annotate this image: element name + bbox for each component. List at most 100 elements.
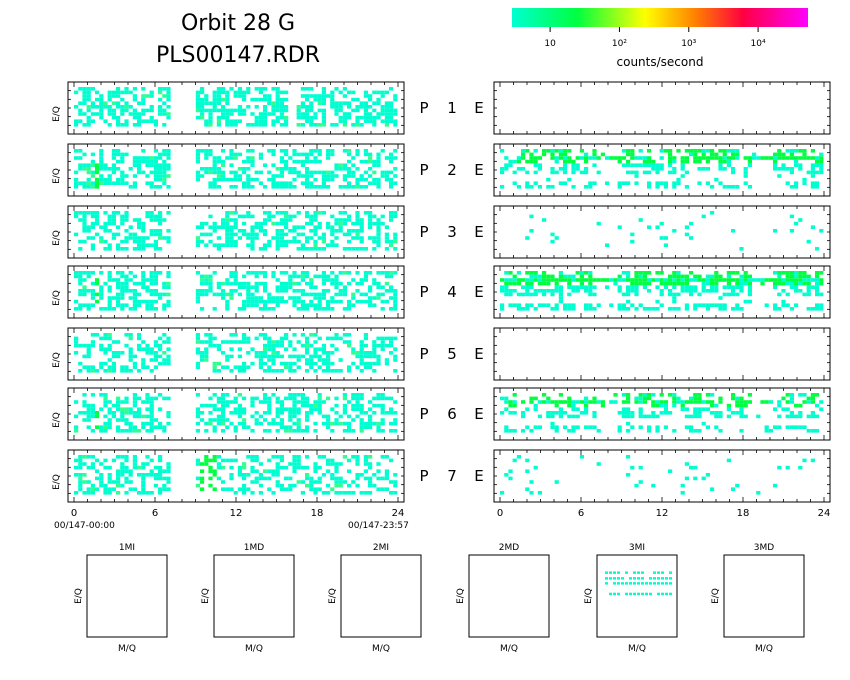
spectrogram-cell xyxy=(158,247,163,251)
spectrogram-cell xyxy=(74,177,79,182)
colorbar-tick-label: 10⁴ xyxy=(751,39,766,49)
spectrogram-cell xyxy=(296,340,301,344)
spectrogram-cell xyxy=(630,278,635,282)
spectrogram-cell xyxy=(663,403,668,408)
spectrogram-cell xyxy=(321,170,326,175)
spectrogram-cell xyxy=(99,289,104,293)
spectrogram-cell xyxy=(279,185,284,189)
spectrogram-cell xyxy=(802,393,807,397)
spectrogram-cell xyxy=(107,425,112,429)
spectrogram-cell xyxy=(305,476,310,481)
spectrogram-cell xyxy=(292,396,297,401)
spectrogram-cell xyxy=(250,163,255,167)
spectrogram-cell xyxy=(82,211,87,215)
spectrogram-cell xyxy=(659,181,664,185)
spectrogram-cell xyxy=(284,115,289,120)
spectrogram-cell xyxy=(90,343,95,348)
spectrogram-cell xyxy=(347,112,352,116)
spectrogram-cell xyxy=(204,108,209,113)
spectrogram-cell xyxy=(684,303,689,307)
spectrogram-cell xyxy=(246,351,251,355)
spectrogram-cell xyxy=(525,458,530,463)
spectrogram-cell xyxy=(233,225,238,229)
spectrogram-cell xyxy=(158,97,163,102)
spectrogram-cell xyxy=(103,491,108,495)
spectrogram-cell xyxy=(229,163,234,167)
spectrogram-cell xyxy=(347,159,352,164)
spectrogram-cell xyxy=(588,271,593,275)
left-panel-1: E/Q xyxy=(52,81,405,135)
spectrogram-cell xyxy=(389,351,394,355)
spectrogram-cell xyxy=(116,354,121,359)
spectrogram-cell xyxy=(739,281,744,286)
spectrogram-cell xyxy=(132,299,137,304)
spectrogram-cell xyxy=(516,303,521,307)
spectrogram-cell xyxy=(116,418,121,422)
spectrogram-cell xyxy=(149,170,154,175)
spectrogram-cell xyxy=(676,271,681,275)
spectrogram-cell xyxy=(162,170,167,175)
spectrogram-cell xyxy=(718,411,723,415)
spectrogram-cell xyxy=(103,351,108,355)
spectrogram-cell xyxy=(777,152,782,157)
spectrogram-cell xyxy=(74,465,79,470)
spectrogram-cell xyxy=(78,239,83,244)
row-label-e: E xyxy=(474,405,483,423)
spectrogram-cell xyxy=(237,108,242,113)
spectrogram-cell xyxy=(372,403,377,408)
spectrogram-cell xyxy=(368,299,373,304)
spectrogram-cell xyxy=(705,281,710,286)
spectrogram-cell xyxy=(292,361,297,366)
spectrogram-cell xyxy=(634,278,639,282)
spectrogram-cell xyxy=(798,274,803,279)
spectrogram-cell xyxy=(508,469,513,473)
spectrogram-cell xyxy=(777,274,782,279)
spectrogram-cell xyxy=(500,167,505,171)
spectrogram-cell xyxy=(288,218,293,222)
spectrogram-cell xyxy=(237,285,242,289)
spectrogram-cell xyxy=(271,473,276,477)
spectrogram-cell xyxy=(74,336,79,341)
spectrogram-cell xyxy=(735,271,740,275)
spectrogram-cell xyxy=(309,115,314,120)
spectrogram-cell xyxy=(195,347,200,351)
spectrogram-cell xyxy=(621,407,626,411)
spectrogram-cell xyxy=(529,396,534,401)
spectrogram-cell xyxy=(288,411,293,415)
mass-spectrum-cell xyxy=(649,577,652,580)
spectrogram-cell xyxy=(810,156,815,160)
spectrogram-cell xyxy=(158,232,163,237)
spectrogram-cell xyxy=(372,101,377,105)
spectrogram-cell xyxy=(137,299,142,304)
spectrogram-cell xyxy=(537,274,542,279)
mass-ylabel: E/Q xyxy=(201,588,211,604)
spectrogram-cell xyxy=(204,403,209,408)
spectrogram-cell xyxy=(82,239,87,244)
spectrogram-cell xyxy=(158,185,163,189)
spectrogram-cell xyxy=(672,229,677,233)
spectrogram-cell xyxy=(393,429,398,433)
spectrogram-cell xyxy=(676,400,681,404)
spectrogram-cell xyxy=(132,455,137,459)
spectrogram-cell xyxy=(225,303,230,307)
spectrogram-cell xyxy=(158,167,163,171)
spectrogram-cell xyxy=(229,281,234,286)
spectrogram-cell xyxy=(376,97,381,102)
spectrogram-cell xyxy=(212,181,217,185)
spectrogram-cell xyxy=(500,285,505,289)
spectrogram-cell xyxy=(74,429,79,433)
spectrogram-cell xyxy=(384,101,389,105)
spectrogram-cell xyxy=(95,425,100,429)
spectrogram-cell xyxy=(529,152,534,157)
spectrogram-cell xyxy=(149,218,154,222)
spectrogram-cell xyxy=(735,303,740,307)
spectrogram-cell xyxy=(663,407,668,411)
spectrogram-cell xyxy=(668,289,673,293)
spectrogram-cell xyxy=(208,119,213,123)
spectrogram-cell xyxy=(756,156,761,160)
spectrogram-cell xyxy=(292,414,297,419)
spectrogram-cell xyxy=(802,281,807,286)
spectrogram-cell xyxy=(363,411,368,415)
spectrogram-cell xyxy=(305,159,310,164)
spectrogram-cell xyxy=(120,351,125,355)
